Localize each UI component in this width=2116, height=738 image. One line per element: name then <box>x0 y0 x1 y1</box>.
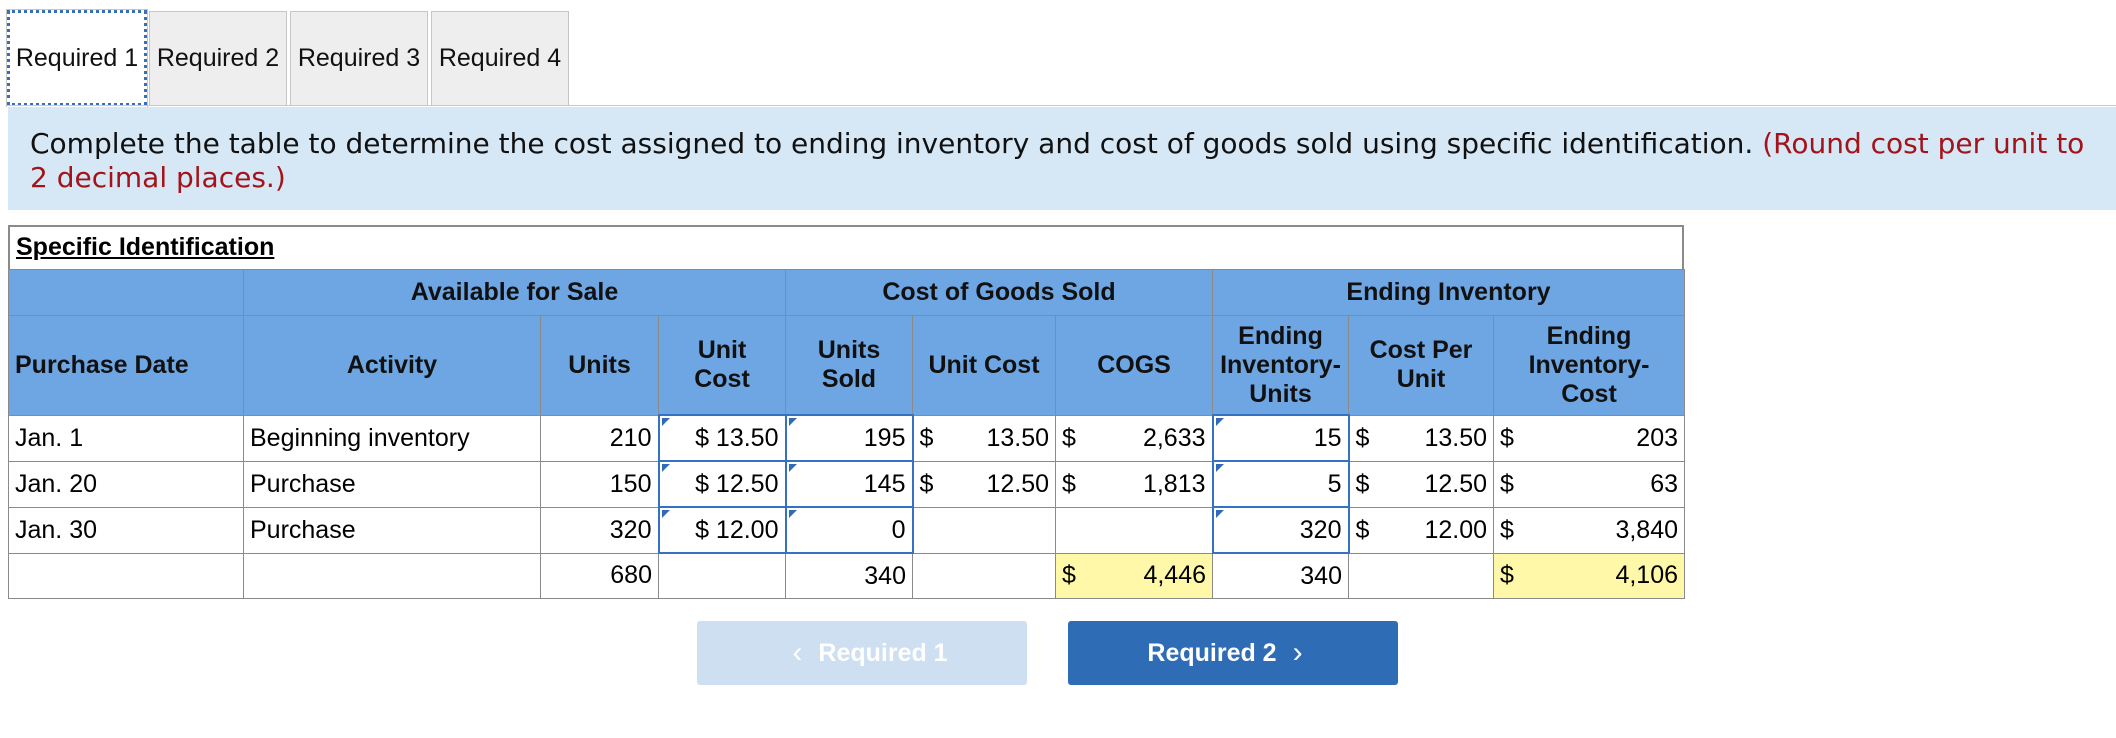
col-header-ending-cost: Ending Inventory- Cost <box>1492 315 1686 416</box>
units-sold-input[interactable]: 195 <box>784 414 914 462</box>
cogs-cell: $1,813 <box>1055 460 1213 508</box>
tab-bar: Required 1 Required 2 Required 3 Require… <box>6 9 2116 107</box>
tab-label: Required 1 <box>15 44 139 72</box>
table-row: Jan. 20 Purchase 150 $ 12.50 145 $12.50 … <box>8 460 1686 508</box>
total-ending-cost-cell: $4,106 <box>1492 552 1686 599</box>
cogs-cell: $2,633 <box>1055 414 1213 462</box>
instruction-text: Complete the table to determine the cost… <box>30 127 1754 160</box>
chevron-left-icon: ‹ <box>792 636 803 669</box>
ending-units-input[interactable]: 15 <box>1211 414 1350 462</box>
total-ending-units-cell: 340 <box>1212 552 1349 599</box>
totals-blank <box>912 552 1056 599</box>
tab-required-2[interactable]: Required 2 <box>149 11 287 105</box>
purchase-date-cell: Jan. 30 <box>8 506 244 554</box>
tab-label: Required 4 <box>438 44 562 72</box>
ending-units-input[interactable]: 5 <box>1211 460 1350 508</box>
ending-cost-cell: $3,840 <box>1492 506 1686 554</box>
tab-label: Required 3 <box>297 44 421 72</box>
activity-cell: Purchase <box>243 460 541 508</box>
cost-per-unit-cell: $12.00 <box>1348 506 1494 554</box>
activity-cell: Beginning inventory <box>243 414 541 462</box>
units-sold-input[interactable]: 145 <box>784 460 914 508</box>
units-cell: 150 <box>540 460 659 508</box>
col-header-units: Units <box>540 315 659 416</box>
total-cogs-cell: $4,446 <box>1055 552 1213 599</box>
table-title: Specific Identification <box>8 225 1684 269</box>
tab-required-1[interactable]: Required 1 <box>6 9 148 107</box>
tab-required-3[interactable]: Required 3 <box>290 11 428 105</box>
unit-cost-input[interactable]: $ 12.50 <box>657 460 787 508</box>
ending-cost-cell: $63 <box>1492 460 1686 508</box>
unit-cost-input[interactable]: $ 12.00 <box>657 506 787 554</box>
col-header-cost-per-unit: Cost Per Unit <box>1348 315 1494 416</box>
purchase-date-cell: Jan. 20 <box>8 460 244 508</box>
cost-per-unit-cell: $12.50 <box>1348 460 1494 508</box>
group-header-cogs: Cost of Goods Sold <box>785 269 1213 316</box>
group-header-ending: Ending Inventory <box>1211 269 1686 316</box>
group-header-blank <box>8 269 244 316</box>
units-sold-input[interactable]: 0 <box>784 506 914 554</box>
col-header-unit-cost: Unit Cost <box>658 315 786 416</box>
units-cell: 320 <box>540 506 659 554</box>
specific-identification-table: Specific Identification Available for Sa… <box>8 225 1686 599</box>
total-units-sold-cell: 340 <box>785 552 913 599</box>
instruction-panel: Complete the table to determine the cost… <box>8 107 2116 210</box>
col-header-ending-units: Ending Inventory- Units <box>1212 315 1349 416</box>
col-header-activity: Activity <box>243 315 541 416</box>
col-header-cogs-unit-cost: Unit Cost <box>912 315 1056 416</box>
tab-required-4[interactable]: Required 4 <box>431 11 569 105</box>
tab-label: Required 2 <box>156 44 280 72</box>
ending-cost-cell: $203 <box>1492 414 1686 462</box>
total-units-cell: 680 <box>540 552 659 599</box>
totals-blank <box>1348 552 1494 599</box>
chevron-right-icon: › <box>1292 636 1303 669</box>
col-header-cogs: COGS <box>1055 315 1213 416</box>
unit-cost-input[interactable]: $ 13.50 <box>657 414 787 462</box>
instruction-note: (Round cost per unit to 2 decimal places… <box>30 127 2085 194</box>
next-required-button[interactable]: Required 2 › <box>1068 621 1398 685</box>
tab-divider <box>6 105 2116 106</box>
col-header-units-sold: Units Sold <box>785 315 913 416</box>
table-row: Jan. 1 Beginning inventory 210 $ 13.50 1… <box>8 414 1686 462</box>
totals-blank <box>658 552 786 599</box>
units-cell: 210 <box>540 414 659 462</box>
cogs-unit-cost-cell: $12.50 <box>912 460 1056 508</box>
next-button-label: Required 2 <box>1147 638 1277 667</box>
cogs-cell <box>1055 506 1213 554</box>
col-header-purchase-date: Purchase Date <box>8 315 244 416</box>
totals-blank <box>8 552 244 599</box>
activity-cell: Purchase <box>243 506 541 554</box>
cogs-unit-cost-cell <box>912 506 1056 554</box>
cogs-unit-cost-cell: $13.50 <box>912 414 1056 462</box>
prev-required-button[interactable]: ‹ Required 1 <box>697 621 1027 685</box>
group-header-available: Available for Sale <box>243 269 786 316</box>
cost-per-unit-cell: $13.50 <box>1348 414 1494 462</box>
purchase-date-cell: Jan. 1 <box>8 414 244 462</box>
prev-button-label: Required 1 <box>818 638 948 667</box>
totals-row: 680 340 $4,446 340 $4,106 <box>8 552 1686 599</box>
ending-units-input[interactable]: 320 <box>1211 506 1350 554</box>
totals-blank <box>243 552 541 599</box>
table-row: Jan. 30 Purchase 320 $ 12.00 0 320 $12.0… <box>8 506 1686 554</box>
